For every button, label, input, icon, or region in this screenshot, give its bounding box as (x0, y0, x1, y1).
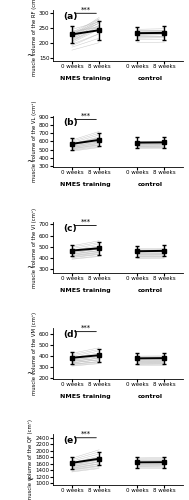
Text: ***: *** (81, 112, 91, 118)
Text: ***: *** (81, 218, 91, 224)
Y-axis label: muscle volume of the VL (cm³): muscle volume of the VL (cm³) (32, 100, 37, 182)
Text: control: control (138, 76, 163, 80)
Text: control: control (138, 182, 163, 187)
Text: NMES training: NMES training (60, 182, 111, 187)
Text: control: control (138, 288, 163, 293)
Text: ~: ~ (26, 156, 33, 166)
Text: (a): (a) (63, 12, 78, 20)
Text: (d): (d) (63, 330, 78, 339)
Text: ~: ~ (26, 369, 33, 378)
Y-axis label: muscle volume of the VI (cm³): muscle volume of the VI (cm³) (32, 208, 37, 288)
Y-axis label: muscle volume of the RF (cm³): muscle volume of the RF (cm³) (32, 0, 37, 76)
Text: NMES training: NMES training (60, 394, 111, 399)
Y-axis label: muscle volume of the VM (cm³): muscle volume of the VM (cm³) (32, 312, 37, 395)
Text: ***: *** (81, 430, 91, 436)
Text: control: control (138, 394, 163, 399)
Y-axis label: muscle volume of the QF (cm³): muscle volume of the QF (cm³) (28, 418, 33, 500)
Text: ~: ~ (26, 475, 33, 484)
Text: (c): (c) (63, 224, 77, 232)
Text: NMES training: NMES training (60, 76, 111, 80)
Text: NMES training: NMES training (60, 288, 111, 293)
Text: (e): (e) (63, 436, 78, 445)
Text: ~: ~ (26, 50, 33, 59)
Text: ***: *** (81, 6, 91, 12)
Text: ***: *** (81, 324, 91, 330)
Text: (b): (b) (63, 118, 78, 126)
Text: ~: ~ (26, 263, 33, 272)
